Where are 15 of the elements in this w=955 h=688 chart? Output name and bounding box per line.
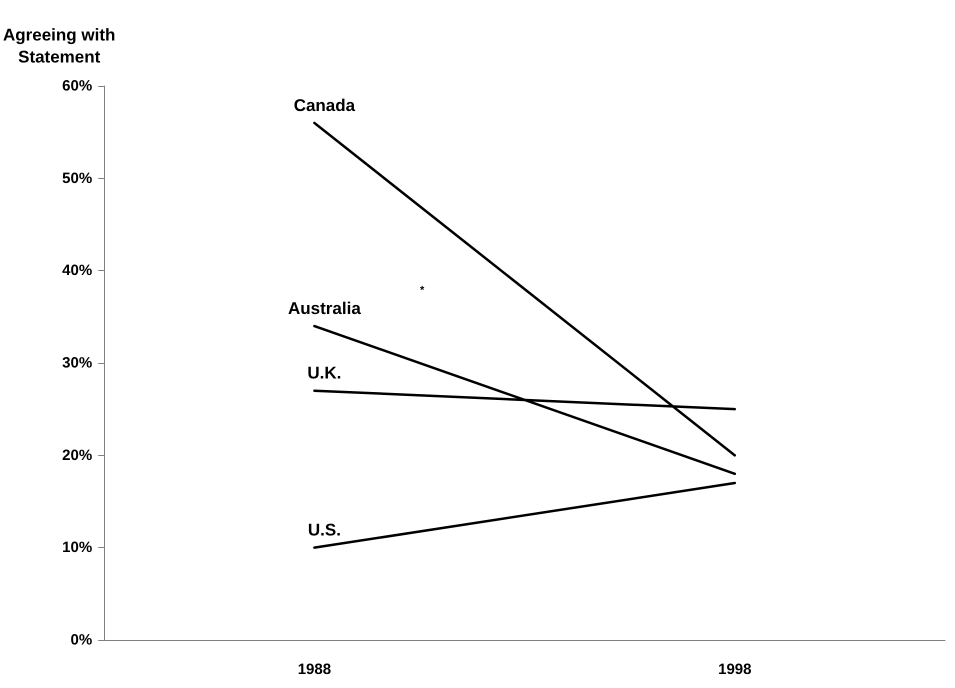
series-label: Canada: [294, 96, 356, 115]
x-tick-label: 1988: [298, 661, 332, 678]
y-tick-label: 30%: [62, 354, 92, 372]
y-tick-label: 0%: [70, 632, 92, 648]
series-label: U.S.: [308, 520, 341, 540]
series-label: U.K.: [307, 364, 342, 383]
y-tick-label: 50%: [62, 170, 92, 187]
y-tick-label: 20%: [62, 446, 92, 464]
y-axis-title: Agreeing with Statement: [2, 26, 116, 66]
y-tick-label: 10%: [62, 539, 92, 556]
annotation: *: [420, 284, 425, 296]
y-tick-label: 40%: [62, 262, 92, 280]
y-tick-label: 60%: [62, 78, 92, 94]
x-tick-label: 1998: [718, 661, 752, 678]
series-label: Australia: [288, 299, 362, 318]
